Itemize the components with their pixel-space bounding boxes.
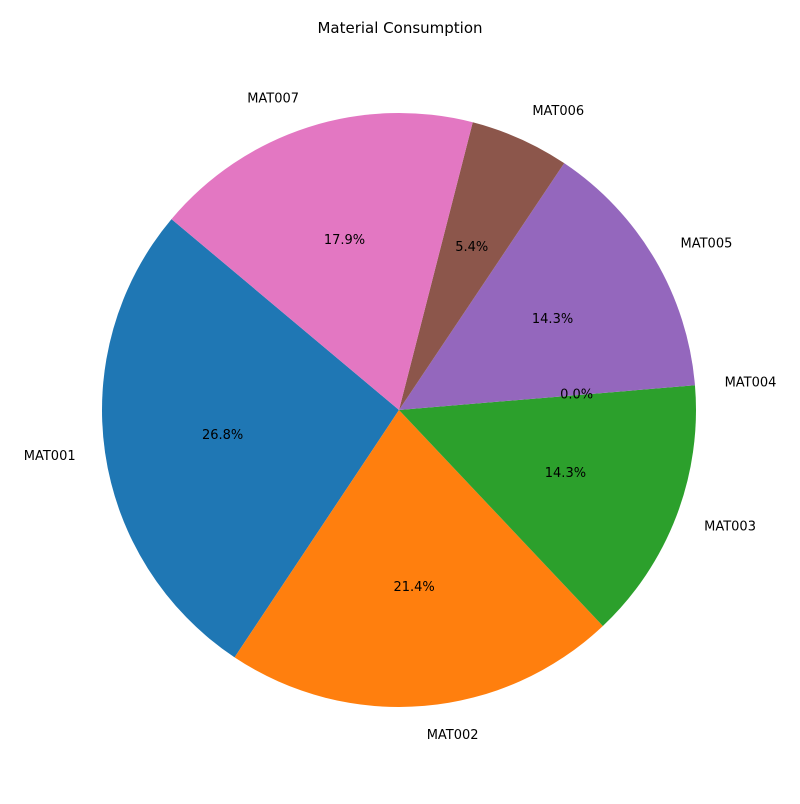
slice-label-mat004: MAT004: [725, 375, 777, 390]
pie-slice-mat006: [399, 122, 565, 410]
pie-slice-mat005: [399, 163, 695, 410]
pie-slice-mat003: [399, 385, 697, 626]
slice-label-mat006: MAT006: [532, 104, 584, 119]
chart-title: Material Consumption: [317, 19, 482, 37]
slice-percent-mat007: 17.9%: [324, 233, 365, 248]
pie-slice-mat002: [234, 410, 603, 708]
slice-percent-mat001: 26.8%: [202, 428, 243, 443]
pie-labels: MAT001 26.8% MAT002 21.4% MAT003 14.3% MAT004 0…: [24, 91, 777, 743]
pie-slice-mat007: [171, 113, 473, 410]
slice-label-mat003: MAT003: [704, 519, 756, 534]
slice-percent-mat006: 5.4%: [455, 240, 488, 255]
slice-percent-mat005: 14.3%: [532, 312, 573, 327]
slice-percent-mat004: 0.0%: [560, 388, 593, 403]
slice-percent-mat003: 14.3%: [545, 466, 586, 481]
slice-label-mat005: MAT005: [681, 237, 733, 252]
slice-label-mat007: MAT007: [247, 91, 299, 106]
slice-percent-mat002: 21.4%: [393, 580, 434, 595]
slice-label-mat001: MAT001: [24, 449, 76, 464]
pie-slices: [101, 113, 697, 708]
slice-label-mat002: MAT002: [427, 728, 479, 743]
pie-slice-mat001: [101, 219, 399, 658]
